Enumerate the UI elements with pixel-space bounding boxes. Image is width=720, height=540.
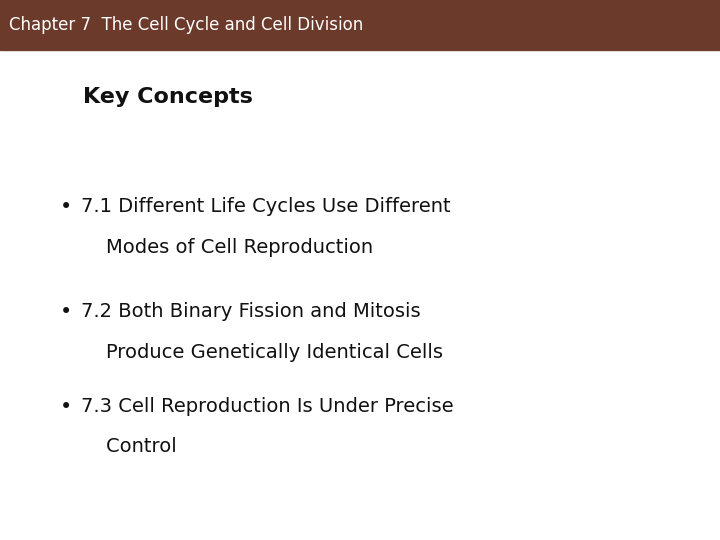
Text: Chapter 7  The Cell Cycle and Cell Division: Chapter 7 The Cell Cycle and Cell Divisi…	[9, 16, 363, 34]
Text: •: •	[60, 302, 72, 322]
Text: 7.2 Both Binary Fission and Mitosis: 7.2 Both Binary Fission and Mitosis	[81, 302, 421, 321]
Text: 7.3 Cell Reproduction Is Under Precise: 7.3 Cell Reproduction Is Under Precise	[81, 397, 454, 416]
Text: Key Concepts: Key Concepts	[83, 87, 253, 107]
Text: 7.1 Different Life Cycles Use Different: 7.1 Different Life Cycles Use Different	[81, 197, 451, 216]
Text: Modes of Cell Reproduction: Modes of Cell Reproduction	[81, 238, 374, 256]
Bar	[0, 0, 720, 50]
Text: Control: Control	[81, 437, 177, 456]
Text: Produce Genetically Identical Cells: Produce Genetically Identical Cells	[81, 343, 444, 362]
Text: •: •	[60, 197, 72, 217]
Text: •: •	[60, 397, 72, 417]
